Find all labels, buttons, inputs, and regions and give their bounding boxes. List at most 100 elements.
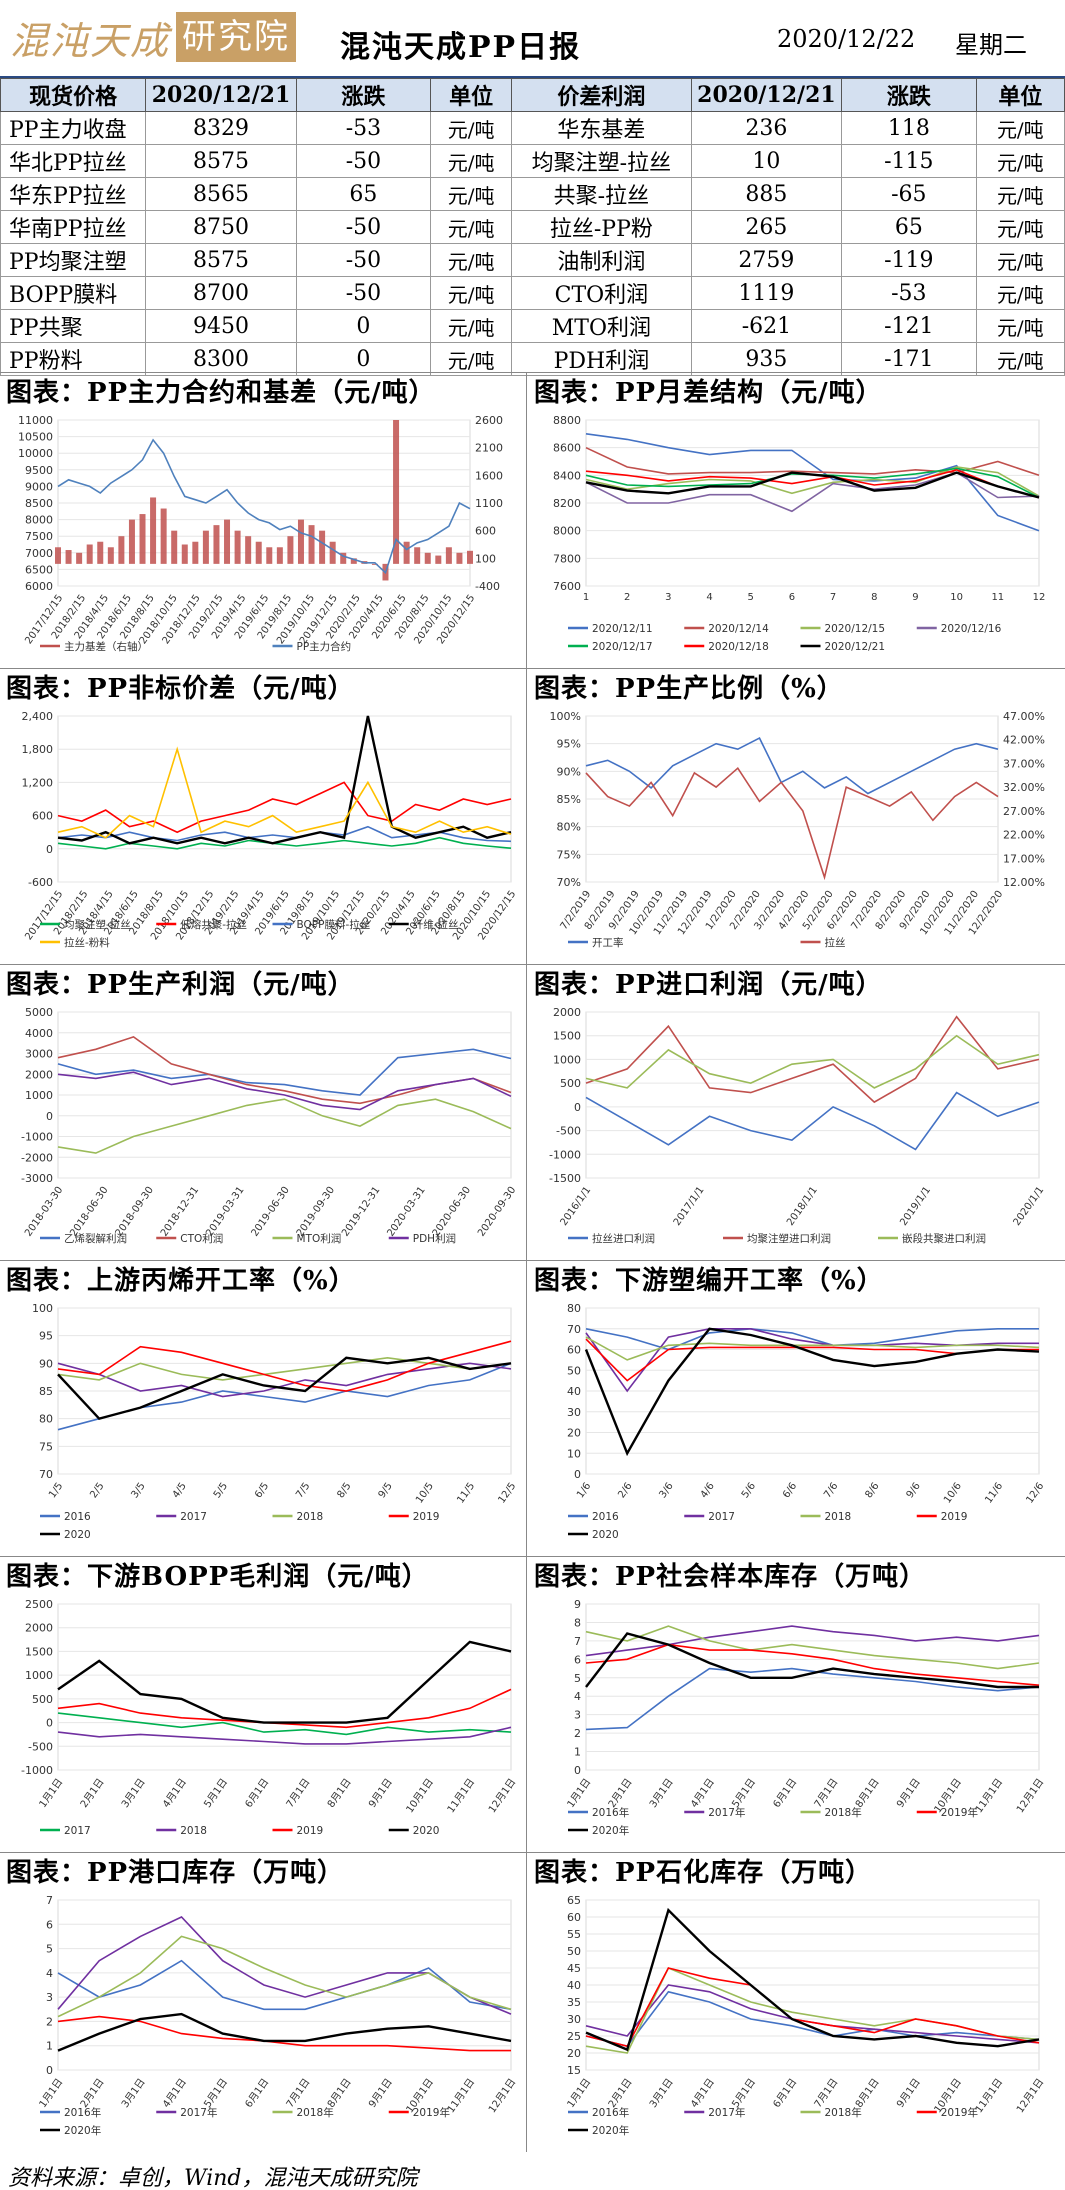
x-tick-label: 10/5 <box>414 1481 436 1506</box>
table-cell: 2759 <box>690 243 843 277</box>
table-cell: 元/吨 <box>975 342 1065 376</box>
y-tick-label: 2000 <box>25 1068 53 1081</box>
table-header-cell: 涨跌 <box>295 78 432 112</box>
series-line <box>57 1712 512 1736</box>
chart-panel: 图表：PP石化库存（万吨） 65 60 55 50 45 40 35 30 25 20 15 1月1日 2… <box>528 1852 1060 2152</box>
x-tick-label: 1月1日 <box>37 1776 66 1810</box>
y-tick-label: 50 <box>567 1945 581 1958</box>
basis-bar <box>150 497 157 564</box>
x-tick-label: 7 <box>830 592 836 603</box>
panel-divider <box>0 964 1065 965</box>
y-tick-label: -1000 <box>21 1131 53 1144</box>
y-tick-label: 45 <box>567 1962 581 1975</box>
panel-divider <box>526 964 527 1260</box>
series-line <box>585 1091 1040 1151</box>
panel-divider <box>526 1556 527 1852</box>
chart-svg: 500040003000200010000-1000-2000-30002018… <box>21 1006 518 1245</box>
basis-bar <box>393 420 400 564</box>
x-tick-label: 2020/1/1 <box>1012 1185 1047 1228</box>
plot-area <box>57 1899 512 2071</box>
legend-label: 2019年 <box>941 2106 978 2119</box>
basis-bar <box>350 558 357 564</box>
x-tick-label: 2020-09-30 <box>476 1185 518 1239</box>
y2-tick-label: 17.00% <box>1003 852 1045 865</box>
y-tick-label: 50 <box>567 1364 581 1377</box>
x-tick-label: 2020-03-31 <box>385 1185 427 1239</box>
panel-divider <box>526 1260 527 1556</box>
basis-bar <box>139 514 146 564</box>
basis-bar <box>192 541 199 564</box>
table-header-cell: 现货价格 <box>0 78 147 112</box>
y-tick-label: 11000 <box>18 414 53 427</box>
basis-bar <box>435 555 442 564</box>
x-tick-label: 3/5 <box>129 1481 147 1500</box>
x-tick-label: 8 <box>871 592 877 603</box>
y-tick-label: 10 <box>567 1447 581 1460</box>
x-tick-label: 3月1日 <box>647 1776 676 1810</box>
y-tick-label: 2000 <box>553 1006 581 1019</box>
basis-bar <box>245 536 252 564</box>
y-tick-label: 0 <box>574 1468 581 1481</box>
legend-label: 2019 <box>413 1511 440 1523</box>
x-tick-label: 2/6 <box>616 1481 634 1500</box>
chart-title: 图表：PP生产利润（元/吨） <box>6 970 355 1000</box>
basis-bar <box>287 536 294 564</box>
y-tick-label: 4 <box>574 1690 581 1703</box>
y-tick-label: 6 <box>574 1653 581 1666</box>
chart-title: 图表：上游丙烯开工率（%） <box>6 1266 356 1296</box>
basis-bar <box>86 544 93 564</box>
panel-divider <box>0 372 1065 373</box>
legend-label: 2020 <box>592 1529 619 1541</box>
legend-label: 2020/12/18 <box>708 641 769 653</box>
y-tick-label: 90 <box>39 1357 53 1370</box>
series-line <box>585 1907 1040 2052</box>
table-header-cell: 价差利润 <box>510 78 692 112</box>
table-cell: 元/吨 <box>430 342 512 376</box>
chart-panel: 图表：下游BOPP毛利润（元/吨） 2500 2000 1500 1000 500 0 -50… <box>0 1556 532 1852</box>
y-tick-label: 4000 <box>25 1027 53 1040</box>
x-tick-label: 9月1日 <box>366 2076 395 2110</box>
chart-title: 图表：PP生产比例（%） <box>534 674 844 704</box>
table-cell: 元/吨 <box>975 111 1065 145</box>
x-tick-label: 1月1日 <box>565 1776 594 1810</box>
y-tick-label: 3 <box>46 1991 53 2004</box>
series-line <box>57 1362 512 1431</box>
x-tick-label: 1/6 <box>575 1481 593 1500</box>
legend-label: 2020/12/15 <box>825 623 886 635</box>
y-tick-label: 2000 <box>25 1622 53 1635</box>
x-tick-label: 5月1日 <box>729 1776 758 1810</box>
table-row: PP共聚 9450 0 元/吨 MTO利润 -621 -121 元/吨 <box>0 309 1065 343</box>
table-cell: 拉丝-PP粉 <box>510 210 692 244</box>
basis-bar <box>255 541 262 564</box>
table-cell: -53 <box>841 276 977 310</box>
x-tick-label: 8/5 <box>335 1481 353 1500</box>
table-header-cell: 单位 <box>975 78 1065 112</box>
chart-svg: 100 95 90 85 80 75 701/5 2/5 3/5 4/5 5/5 6/5 7/5 8/5 9… <box>32 1302 518 1541</box>
y-tick-label: 8000 <box>553 525 581 538</box>
table-cell: 8575 <box>145 243 297 277</box>
series-line <box>57 1362 512 1398</box>
x-tick-label: 7月1日 <box>284 1776 313 1810</box>
report-header: 混沌天成 研究院 混沌天成PP日报 2020/12/22 星期二 <box>0 0 1065 78</box>
y2-tick-label: 32.00% <box>1003 781 1045 794</box>
table-cell: 8750 <box>145 210 297 244</box>
x-tick-label: 5月1日 <box>729 2076 758 2110</box>
y-tick-label: 2 <box>46 2015 53 2028</box>
legend-label: 均聚注塑-拉丝 <box>64 918 131 931</box>
panel-divider <box>526 668 527 964</box>
y-tick-label: 25 <box>567 2030 581 2043</box>
legend-label: 2017 <box>708 1511 735 1523</box>
x-tick-label: 9月1日 <box>366 1776 395 1810</box>
chart-panel: 图表：PP主力合约和基差（元/吨） 11000 10500 10000 9500 9000… <box>0 372 532 668</box>
table-body: PP主力收盘 8329 -53 元/吨 华东基差 236 118 元/吨 华北PP拉丝 8575-… <box>0 111 1065 376</box>
y-tick-label: 20 <box>567 2047 581 2060</box>
series-line <box>57 1356 512 1421</box>
data-source: 资料来源：卓创，Wind，混沌天成研究院 <box>8 2166 418 2190</box>
legend-label: 2017年 <box>708 2106 745 2119</box>
y-tick-label: 9 <box>574 1598 581 1611</box>
table-cell: 元/吨 <box>975 276 1065 310</box>
chart-svg: 2,4001,8001,2006000-6002017/12/152018/2/… <box>22 710 519 949</box>
basis-bar <box>467 550 473 564</box>
x-tick-label: 2019/1/1 <box>898 1185 933 1228</box>
